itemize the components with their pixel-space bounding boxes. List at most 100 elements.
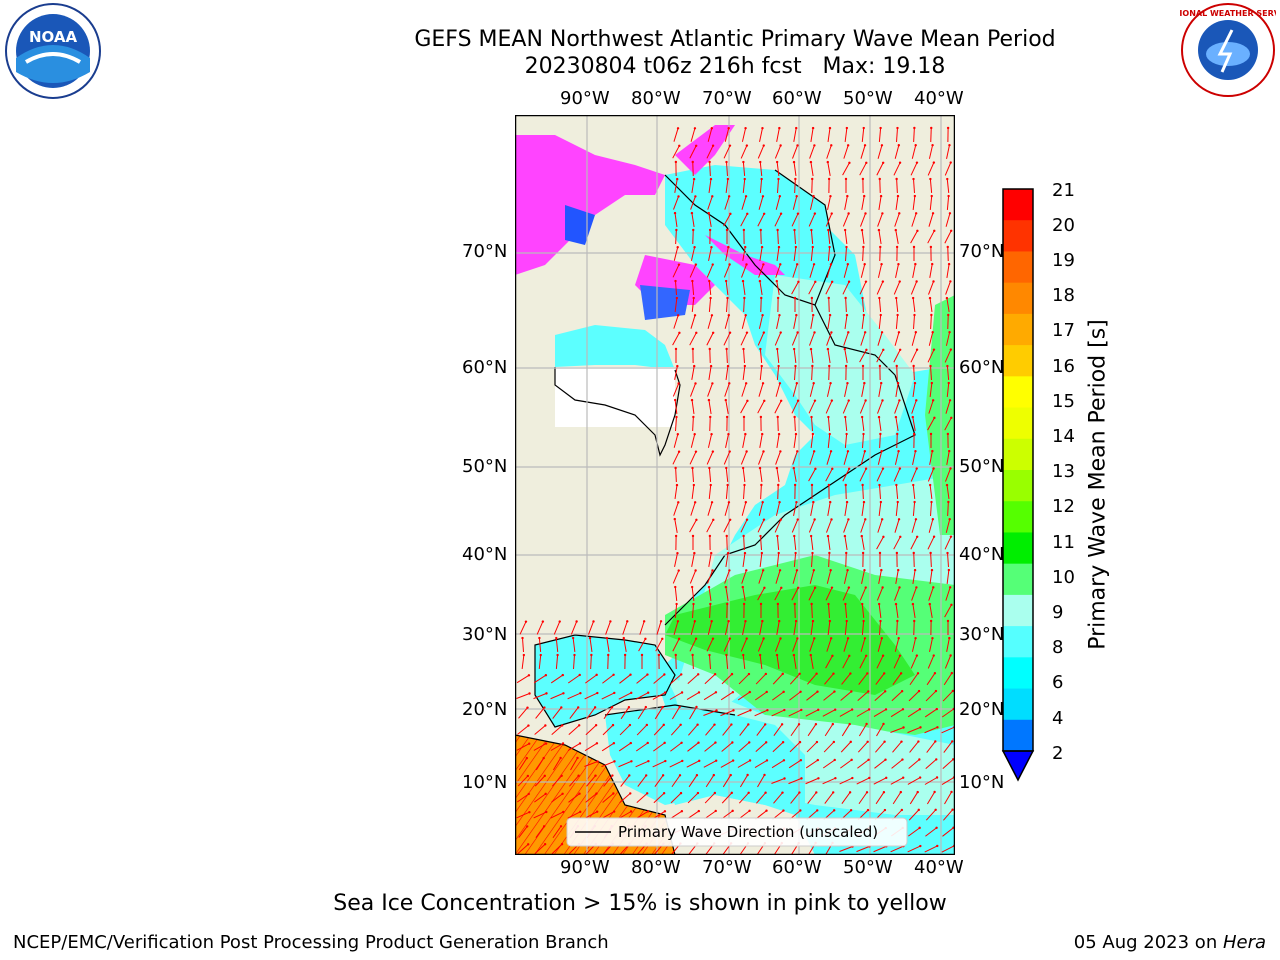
direction-arrow-head [844, 364, 848, 368]
direction-arrow [859, 468, 867, 482]
direction-arrow [826, 570, 832, 584]
direction-arrow-head [950, 671, 954, 675]
direction-arrow-head [811, 432, 815, 436]
direction-arrow-head [693, 364, 696, 368]
direction-arrow-head [911, 602, 915, 606]
direction-arrow-head [897, 637, 900, 640]
direction-arrow-head [901, 776, 905, 779]
direction-arrow-head [724, 279, 728, 283]
direction-arrow-head [698, 759, 701, 763]
direction-arrow-head [898, 654, 902, 657]
direction-arrow [605, 621, 611, 635]
direction-arrow [723, 332, 731, 346]
direction-arrow-head [760, 483, 763, 487]
direction-arrow [794, 178, 796, 194]
direction-arrow [827, 416, 831, 432]
direction-arrow [707, 196, 713, 210]
direction-arrow [618, 742, 632, 752]
direction-arrow-head [810, 228, 813, 232]
direction-arrow [929, 382, 933, 398]
direction-arrow [844, 196, 848, 210]
direction-arrow-head [863, 637, 867, 640]
colorbar-tick-8: 8 [1052, 637, 1064, 658]
direction-arrow [925, 827, 937, 837]
direction-arrow-head [795, 569, 799, 572]
direction-arrow-head [913, 619, 916, 623]
direction-arrow-head [800, 777, 803, 780]
direction-arrow-head [946, 619, 950, 623]
direction-arrow [673, 621, 679, 635]
direction-arrow-head [828, 313, 832, 317]
direction-arrow [726, 297, 728, 313]
direction-arrow [759, 621, 763, 635]
direction-arrow [758, 451, 764, 465]
direction-arrow [601, 811, 615, 819]
direction-arrow [725, 467, 729, 483]
direction-arrow-head [674, 534, 678, 538]
direction-arrow-head [930, 126, 933, 130]
direction-arrow [929, 297, 933, 313]
direction-arrow-head [695, 331, 698, 335]
direction-arrow-head [846, 263, 850, 266]
direction-arrow-head [677, 195, 680, 198]
direction-arrow [810, 535, 814, 551]
direction-arrow [673, 434, 679, 448]
direction-arrow-head [796, 450, 799, 453]
direction-arrow-head [914, 144, 917, 147]
labrador-sea [765, 275, 915, 445]
direction-arrow [692, 416, 694, 432]
lon-tick-bottom-80w: 80°W [631, 857, 681, 878]
direction-arrow-head [879, 313, 882, 317]
direction-arrow-head [760, 551, 764, 555]
direction-arrow [738, 673, 750, 685]
direction-arrow-head [861, 483, 864, 487]
direction-arrow-head [915, 654, 919, 657]
direction-arrow [859, 400, 867, 414]
direction-arrow-head [896, 432, 899, 436]
direction-arrow-head [902, 726, 905, 729]
direction-arrow-head [692, 228, 695, 232]
direction-arrow-head [919, 726, 922, 729]
direction-arrow [724, 128, 730, 142]
direction-arrow [740, 332, 748, 346]
direction-arrow [895, 314, 899, 330]
direction-arrow-head [612, 810, 616, 813]
colorbar-band [1003, 470, 1033, 502]
direction-arrow [692, 467, 694, 483]
footer-host: Hera [1222, 932, 1266, 953]
direction-arrow-head [728, 263, 731, 266]
direction-arrow [827, 620, 831, 636]
direction-arrow [843, 519, 849, 533]
direction-arrow [726, 348, 728, 364]
direction-arrow-head [884, 758, 887, 761]
direction-arrow [911, 145, 917, 159]
direction-arrow-head [691, 160, 694, 164]
colorbar-band [1003, 563, 1033, 596]
direction-arrow [573, 654, 575, 670]
lon-tick-top-50w: 50°W [843, 88, 893, 109]
direction-arrow-head [762, 144, 765, 147]
direction-arrow-head [578, 724, 581, 727]
direction-arrow-head [851, 776, 854, 780]
direction-arrow-head [694, 450, 698, 453]
direction-arrow [896, 127, 898, 143]
direction-arrow [516, 743, 530, 751]
direction-arrow [945, 332, 951, 346]
direction-arrow-head [935, 707, 939, 711]
direction-arrow-head [833, 708, 837, 711]
direction-arrow [842, 468, 850, 482]
direction-arrow-head [898, 280, 901, 283]
footer-date-text: 05 Aug 2023 on [1073, 932, 1223, 953]
direction-arrow [692, 654, 694, 670]
direction-arrow-head [867, 708, 871, 711]
direction-arrow-head [795, 313, 798, 317]
direction-arrow [844, 416, 848, 432]
direction-arrow [792, 451, 798, 465]
direction-arrow [826, 451, 832, 465]
direction-arrow-head [724, 398, 727, 402]
direction-arrow [793, 128, 797, 142]
direction-arrow-head [881, 654, 885, 657]
direction-arrow-head [862, 500, 866, 504]
direction-arrow-head [950, 790, 953, 794]
direction-arrow [674, 519, 678, 533]
